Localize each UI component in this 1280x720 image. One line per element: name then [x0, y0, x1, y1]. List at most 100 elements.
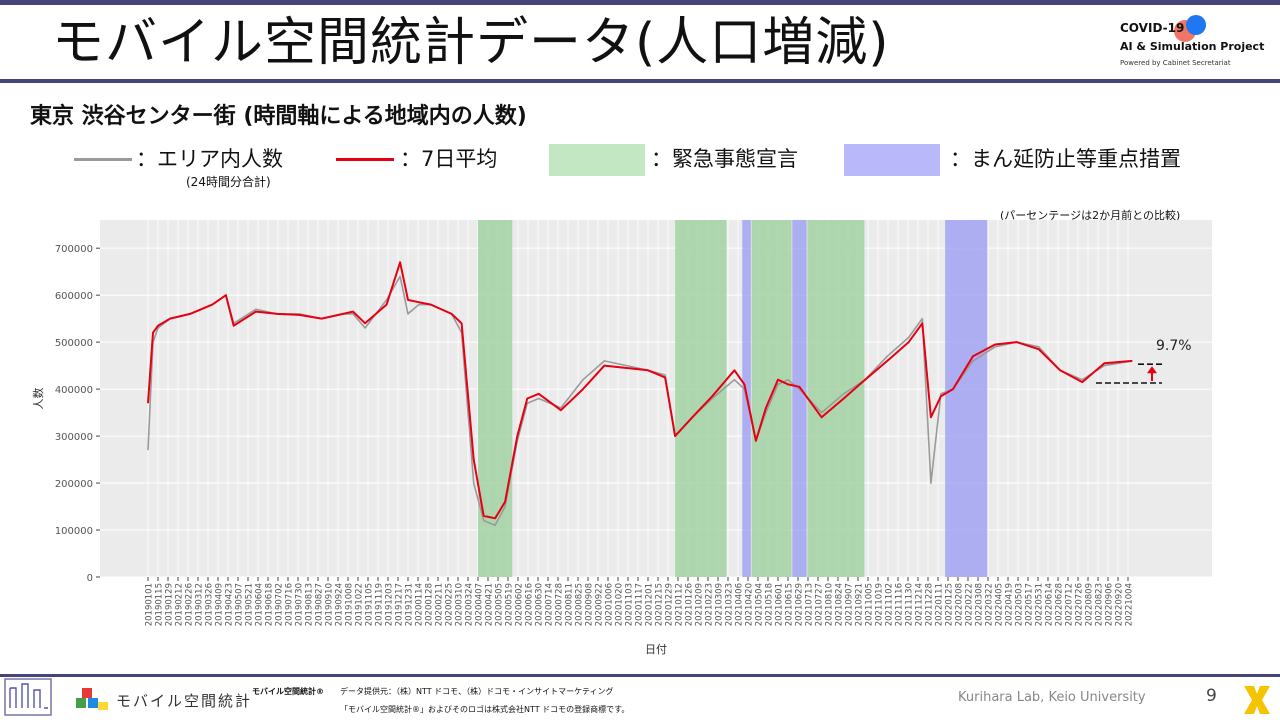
data-provider-line: モバイル空間統計® データ提供元：（株）NTT ドコモ、（株）ドコモ・インサイト…	[252, 687, 614, 696]
series-avg-line	[147, 261, 1133, 520]
brand-text: モバイル空間統計	[116, 692, 253, 710]
x-tick-label: 20210629	[795, 583, 805, 626]
x-tick-label: 20190702	[275, 583, 285, 626]
x-tick-label: 20190409	[215, 583, 225, 626]
x-tick-label: 20200602	[515, 583, 525, 626]
x-tick-label: 20220125	[945, 583, 955, 626]
x-tick-label: 20201117	[635, 583, 645, 626]
x-tick-label: 20200616	[525, 583, 535, 626]
annotation-arrow-head	[1147, 366, 1157, 374]
x-tick-label: 20200310	[455, 583, 465, 626]
x-tick-label: 20201020	[615, 583, 625, 626]
page-number: 9	[1206, 686, 1217, 706]
footer-divider	[0, 674, 1280, 677]
x-tick-label: 20220531	[1035, 583, 1045, 626]
logo-line1: COVID-19	[1120, 21, 1185, 35]
plot-background	[100, 220, 1212, 577]
x-tick-label: 20190827	[315, 583, 325, 626]
trademark-line: 「モバイル空間統計®」およびそのロゴは株式会社NTT ドコモの登録商標です。	[340, 705, 630, 714]
x-tick-label: 20210727	[815, 583, 825, 626]
x-tick-label: 20200505	[495, 583, 505, 626]
x-tick-label: 20201215	[655, 583, 665, 626]
x-tick-label: 20191231	[405, 583, 415, 626]
x-tick-label: 20200630	[535, 583, 545, 626]
y-tick-label: 0	[87, 573, 93, 584]
x-tick-label: 20220712	[1065, 583, 1075, 626]
legend-semi-label: ：まん延防止等重点措置	[950, 147, 1181, 171]
x-tick-label: 20190716	[285, 583, 295, 626]
y-axis-title: 人数	[32, 388, 45, 410]
x-tick-label: 20220308	[975, 583, 985, 626]
x-tick-label: 20210615	[785, 583, 795, 626]
x-tick-label: 20190423	[225, 583, 235, 626]
x-tick-label: 20201006	[605, 583, 615, 626]
x-tick-label: 20200908	[585, 583, 595, 626]
x-tick-label: 20190924	[335, 583, 345, 626]
emergency-band	[478, 220, 513, 577]
x-tick-label: 20190212	[175, 583, 185, 626]
legend-raw-note: (24時間分合計)	[186, 175, 271, 189]
legend-semi: ：まん延防止等重点措置	[844, 142, 1224, 176]
x-tick-label: 20191217	[395, 583, 405, 626]
legend-avg-label: ：7日平均	[400, 147, 498, 171]
semi-emergency-band	[792, 220, 807, 577]
mobile-stats-mark-icon	[4, 678, 52, 716]
x-tick-label: 20220726	[1075, 583, 1085, 626]
title-divider	[0, 79, 1280, 83]
x-tick-label: 20200922	[595, 583, 605, 626]
x-tick-label: 20190101	[145, 583, 155, 626]
x-tick-label: 20210406	[735, 583, 745, 626]
x-tick-label: 20190730	[295, 583, 305, 626]
x-tick-label: 20220111	[935, 583, 945, 626]
legend-avg-swatch	[336, 158, 394, 161]
mobile-stats-brand: モバイル空間統計	[72, 684, 250, 714]
x-tick-label: 20200728	[555, 583, 565, 626]
x-tick-label: 20210504	[755, 583, 765, 626]
x-tick-label: 20220208	[955, 583, 965, 626]
x-tick-label: 20200407	[475, 583, 485, 626]
y-tick-label: 100000	[55, 526, 93, 537]
population-chart: 0 100000 200000 300000 400000 500000 600000 700…	[32, 220, 1212, 656]
x-logo-icon	[1244, 686, 1270, 714]
x-tick-label: 20201229	[665, 583, 675, 626]
y-tick-label: 500000	[55, 338, 93, 349]
x-tick-label: 20220628	[1055, 583, 1065, 626]
logo-line2: AI & Simulation Project	[1120, 40, 1265, 53]
x-tick-label: 20190326	[205, 583, 215, 626]
covid-project-logo: COVID-19 AI & Simulation Project Powered…	[1120, 15, 1275, 74]
x-tick-label: 20211102	[885, 583, 895, 626]
x-tick-label: 20190312	[195, 583, 205, 626]
x-tick-label: 20221004	[1125, 583, 1135, 626]
emergency-band	[675, 220, 727, 577]
percentage-note: (パーセンテージは2か月前との比較)	[1000, 209, 1181, 222]
x-axis-title: 日付	[645, 643, 667, 656]
legend-emergency-swatch	[549, 144, 645, 176]
legend-raw-swatch	[74, 158, 132, 161]
x-tick-label: 20191105	[365, 583, 375, 626]
x-tick-label: 20211228	[925, 583, 935, 626]
x-tick-label: 20191022	[355, 583, 365, 626]
x-tick-label: 20210223	[705, 583, 715, 626]
x-tick-label: 20200825	[575, 583, 585, 626]
y-tick-label: 300000	[55, 432, 93, 443]
legend-avg: ：7日平均	[336, 142, 526, 176]
annotation-label: 9.7%	[1156, 338, 1192, 354]
x-tick-label: 20190115	[155, 583, 165, 626]
x-tick-label: 20210921	[855, 583, 865, 626]
y-tick-label: 700000	[55, 244, 93, 255]
x-tick-label: 20190226	[185, 583, 195, 626]
x-tick-label: 20210824	[835, 583, 845, 626]
x-tick-label: 20220419	[1005, 583, 1015, 626]
x-tick-label: 20220614	[1045, 583, 1055, 626]
semi-emergency-band	[945, 220, 988, 577]
x-tick-label: 20211019	[875, 583, 885, 626]
x-tick-label: 20211214	[915, 583, 925, 626]
x-tick-label: 20211116	[895, 583, 905, 626]
y-tick-label: 600000	[55, 291, 93, 302]
x-tick-label: 20201201	[645, 583, 655, 626]
x-tick-label: 20190910	[325, 583, 335, 626]
x-tick-label: 20190521	[245, 583, 255, 626]
x-tick-label: 20220322	[985, 583, 995, 626]
x-tick-label: 20201103	[625, 583, 635, 626]
page-title: モバイル空間統計データ(人口増減)	[52, 13, 890, 73]
